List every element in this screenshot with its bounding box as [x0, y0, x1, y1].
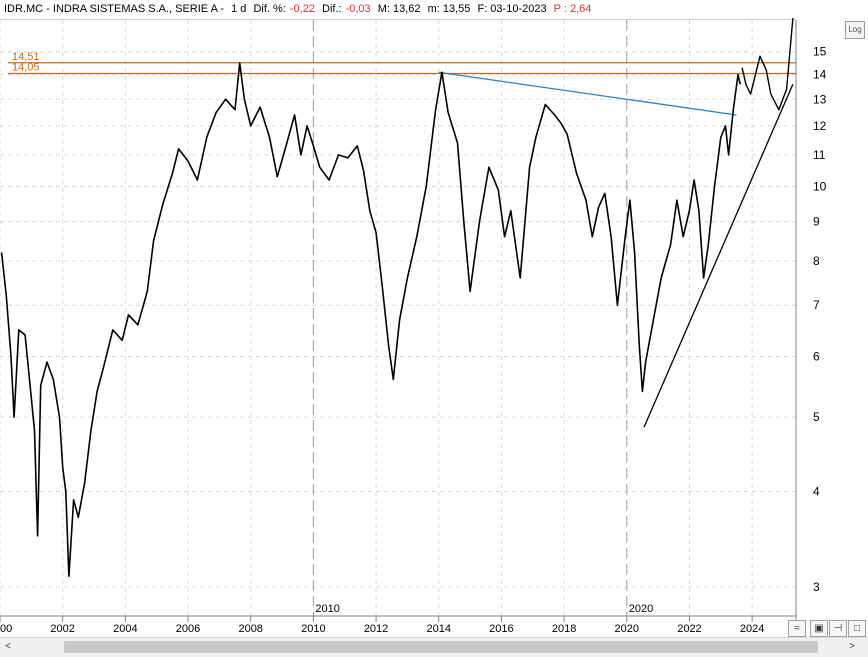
x-tick-label: 2006: [176, 623, 200, 635]
y-tick-label: 8: [813, 254, 820, 268]
y-tick-label: 7: [813, 298, 820, 312]
dif-pct-value: -0,22: [289, 3, 315, 15]
x-tick-label: 2022: [677, 623, 701, 635]
y-tick-label: 5: [813, 410, 820, 424]
x-tick-label: 2012: [364, 623, 388, 635]
price-series: [0, 62, 741, 577]
projection-path: [741, 17, 794, 111]
pin-icon[interactable]: ⊣: [829, 620, 847, 637]
x-tick-label: 2008: [238, 623, 262, 635]
y-tick-label: 11: [813, 148, 826, 162]
window-icon[interactable]: □: [848, 620, 866, 637]
scroll-left-icon[interactable]: <: [5, 641, 11, 652]
y-tick-label: 13: [813, 92, 827, 106]
x-tick-label: 2010: [301, 623, 325, 635]
x-tick-label: 2024: [740, 623, 764, 635]
x-tick-label: 2016: [489, 623, 513, 635]
x-tick-label: 2002: [50, 623, 74, 635]
autoscale-icon[interactable]: ≈: [788, 620, 806, 637]
date-label: F: 03-10-2023: [477, 3, 547, 15]
x-tick-label: 2014: [426, 623, 450, 635]
scroll-thumb[interactable]: [64, 641, 818, 653]
level-label: 14,51: [12, 51, 40, 63]
dif-value: -0,03: [345, 3, 371, 15]
y-tick-label: 14: [813, 68, 827, 82]
y-tick-label: 10: [813, 180, 827, 194]
dif-label: Dif.:: [322, 3, 342, 15]
y-tick-label: 6: [813, 349, 820, 363]
x-tick-label: 2004: [113, 623, 137, 635]
min-label: m: 13,55: [427, 3, 471, 15]
x-tick-label: 2018: [552, 623, 576, 635]
timeframe-label: 1 d: [231, 3, 247, 15]
symbol-title: IDR.MC - INDRA SISTEMAS S.A., SERIE A -: [4, 3, 225, 15]
decade-label: 2020: [629, 603, 653, 615]
support-trendline: [643, 84, 794, 428]
y-tick-label: 4: [813, 484, 820, 498]
decade-label: 2010: [315, 603, 339, 615]
level-label: 14,05: [12, 61, 40, 73]
chart-header: IDR.MC - INDRA SISTEMAS S.A., SERIE A - …: [0, 0, 796, 20]
horizontal-scrollbar[interactable]: < >: [0, 637, 868, 657]
p-label: P : 2,64: [553, 3, 592, 15]
max-label: M: 13,62: [377, 3, 421, 15]
scroll-right-icon[interactable]: >: [849, 641, 855, 652]
y-tick-label: 15: [813, 45, 827, 59]
y-tick-label: 9: [813, 215, 820, 229]
save-icon[interactable]: ▣: [810, 620, 828, 637]
log-scale-button[interactable]: Log: [845, 21, 865, 39]
x-tick-label: 00: [0, 623, 12, 635]
y-tick-label: 12: [813, 119, 827, 133]
x-tick-label: 2020: [615, 623, 639, 635]
dif-pct-label: Dif. %:: [253, 3, 286, 15]
resistance-trendline: [438, 71, 737, 116]
y-tick-label: 3: [813, 580, 820, 594]
